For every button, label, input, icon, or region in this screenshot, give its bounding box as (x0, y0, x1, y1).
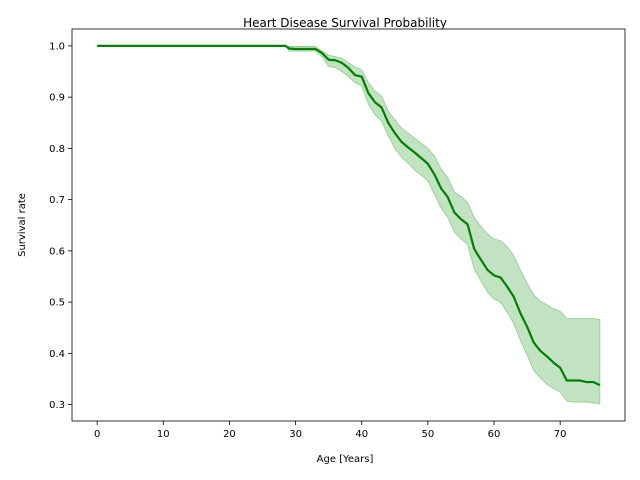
y-tick-label: 0.4 (49, 349, 65, 360)
y-tick-label: 0.9 (49, 93, 65, 104)
x-tick-label: 50 (422, 429, 435, 440)
plot-area (97, 44, 601, 405)
x-tick-label: 60 (488, 429, 501, 440)
x-tick-label: 40 (355, 429, 368, 440)
y-tick-label: 0.5 (49, 298, 65, 309)
y-tick-label: 0.6 (49, 246, 65, 257)
x-axis-label: Age [Years] (317, 454, 374, 465)
chart-title: Heart Disease Survival Probability (243, 16, 447, 30)
y-axis: 0.3 0.4 0.5 0.6 0.7 0.8 0.9 1.0 (49, 41, 72, 411)
y-tick-label: 0.3 (49, 400, 65, 411)
x-tick-label: 20 (223, 429, 236, 440)
y-tick-label: 0.8 (49, 144, 65, 155)
confidence-band-0 (97, 45, 601, 405)
y-axis-label: Survival rate (17, 193, 28, 257)
x-tick-label: 0 (94, 429, 100, 440)
survival-line-0 (97, 44, 601, 387)
y-tick-label: 1.0 (49, 41, 65, 52)
x-axis: 0 10 20 30 40 50 60 70 (94, 421, 567, 440)
x-tick-label: 10 (157, 429, 170, 440)
x-tick-label: 70 (554, 429, 567, 440)
plot-frame (71, 28, 626, 422)
x-tick-label: 30 (289, 429, 302, 440)
y-tick-label: 0.7 (49, 195, 65, 206)
